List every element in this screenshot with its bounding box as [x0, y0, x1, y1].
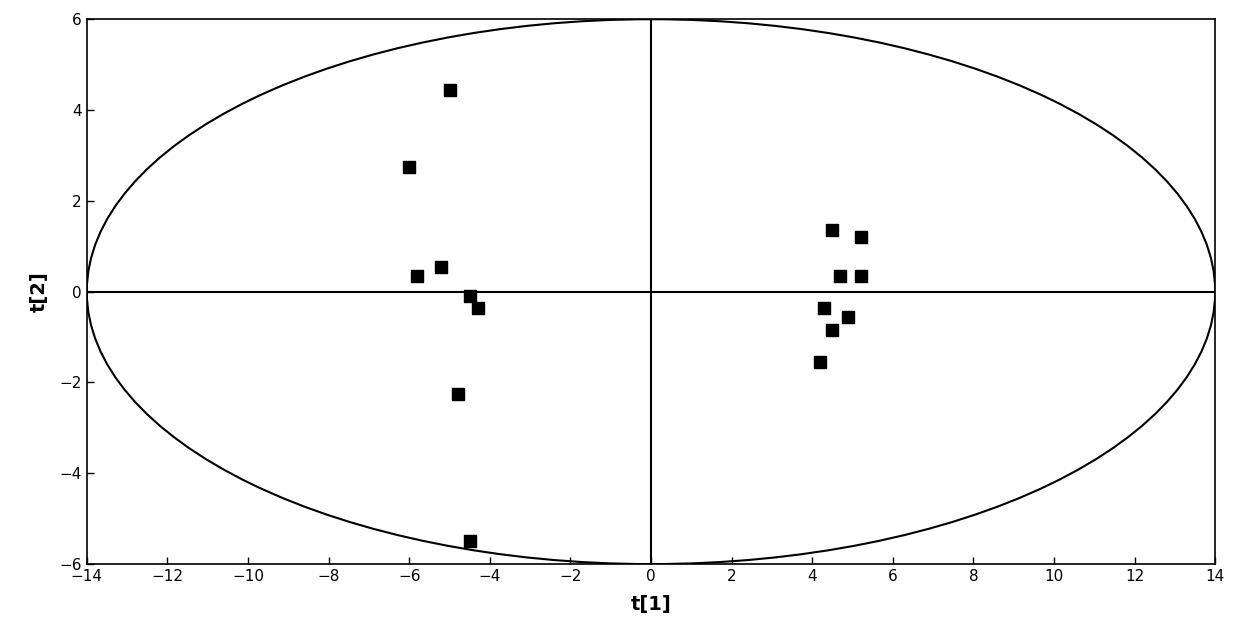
Point: [851, 232, 870, 242]
Point: [439, 85, 459, 95]
Point: [407, 271, 427, 281]
Point: [460, 291, 480, 301]
Point: [822, 325, 842, 335]
Point: [467, 303, 487, 313]
X-axis label: t[1]: t[1]: [631, 595, 671, 614]
Point: [460, 537, 480, 547]
Point: [815, 303, 835, 313]
Point: [399, 162, 419, 172]
Point: [811, 357, 831, 367]
Point: [432, 262, 451, 272]
Point: [822, 225, 842, 235]
Point: [838, 312, 858, 322]
Point: [851, 271, 870, 281]
Y-axis label: t[2]: t[2]: [30, 271, 48, 312]
Point: [831, 271, 851, 281]
Point: [448, 388, 467, 399]
